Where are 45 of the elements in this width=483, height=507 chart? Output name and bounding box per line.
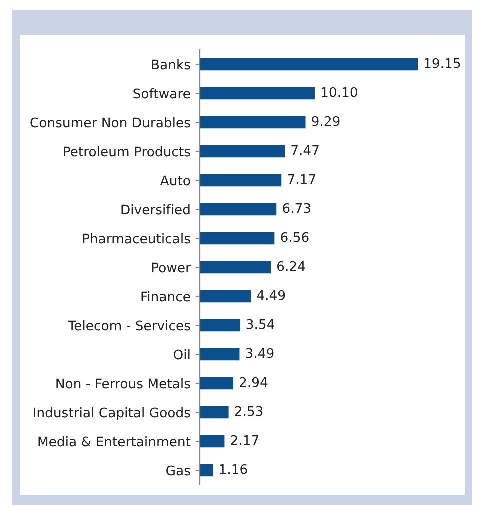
- y-tick-label: Non - Ferrous Metals: [56, 378, 190, 389]
- y-tick-label: Power: [152, 262, 191, 273]
- bar: [200, 435, 225, 448]
- bar: [200, 174, 282, 187]
- bar: [200, 203, 277, 216]
- data-label: 2.17: [231, 435, 259, 446]
- y-tick-label: Oil: [174, 349, 190, 360]
- bar: [200, 464, 214, 477]
- data-label: 6.73: [283, 203, 310, 214]
- data-label: 2.53: [235, 406, 263, 416]
- data-label: 9.29: [312, 116, 340, 126]
- bar: [200, 116, 306, 129]
- data-label: 3.54: [246, 319, 274, 330]
- y-tick-label: Software: [134, 88, 190, 99]
- y-tick-label: Banks: [152, 59, 190, 70]
- data-label: 10.10: [322, 87, 358, 98]
- bar: [200, 232, 275, 245]
- y-tick-label: Petroleum Products: [64, 146, 190, 157]
- bar: [200, 58, 418, 71]
- y-tick-label: Gas: [166, 466, 190, 476]
- bar: [200, 261, 272, 274]
- data-label: 6.24: [278, 261, 306, 272]
- bar: [200, 145, 286, 158]
- y-tick-label: Diversified: [122, 204, 190, 215]
- y-tick-label: Auto: [160, 176, 190, 186]
- data-label: 3.49: [246, 348, 274, 358]
- bar: [200, 348, 240, 361]
- bar: [200, 87, 315, 100]
- data-label: 6.56: [281, 232, 309, 242]
- data-label: 7.17: [288, 174, 316, 184]
- data-label: 2.94: [240, 377, 268, 388]
- bar: [200, 319, 240, 332]
- data-label: 19.15: [425, 58, 460, 68]
- y-tick-label: Media & Entertainment: [38, 436, 191, 447]
- y-tick-label: Pharmaceuticals: [83, 233, 190, 244]
- y-tick-label: Industrial Capital Goods: [34, 407, 190, 420]
- data-label: 7.47: [292, 146, 319, 156]
- data-label: 4.49: [257, 290, 286, 300]
- bar: [200, 406, 229, 419]
- y-tick-label: Finance: [142, 291, 190, 302]
- bar: [200, 377, 234, 390]
- bar: [200, 290, 252, 303]
- y-tick-label: Telecom - Services: [68, 320, 190, 331]
- data-label: 1.16: [220, 464, 248, 474]
- y-tick-label: Consumer Non Durables: [30, 117, 190, 128]
